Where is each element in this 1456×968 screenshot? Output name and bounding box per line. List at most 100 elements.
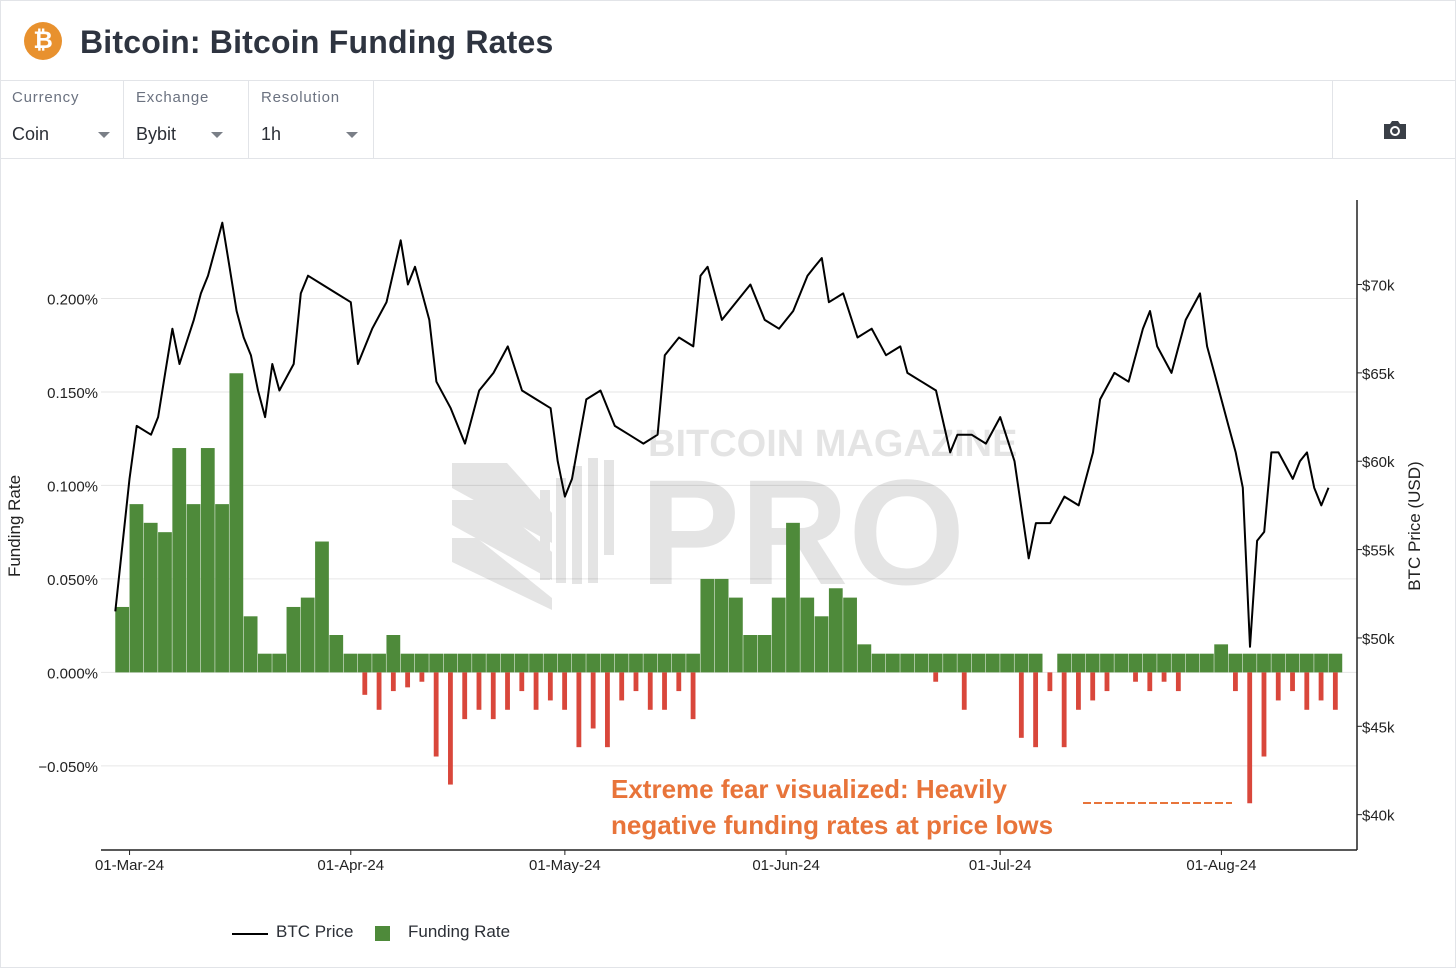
right-tick-label: $55k bbox=[1362, 543, 1395, 560]
bitcoin-logo-icon: ₿ bbox=[24, 22, 62, 60]
funding-bar-positive bbox=[1128, 653, 1143, 673]
x-tick-label: 01-Jul-24 bbox=[969, 857, 1032, 874]
funding-bar-negative bbox=[448, 672, 453, 785]
funding-bar-negative bbox=[376, 672, 382, 710]
funding-bar-positive bbox=[115, 606, 130, 673]
funding-bar-positive bbox=[486, 653, 501, 673]
resolution-value: 1h bbox=[261, 124, 282, 144]
funding-bar-negative bbox=[961, 672, 967, 710]
funding-bar-positive bbox=[1328, 653, 1343, 673]
left-tick-label: −0.050% bbox=[38, 759, 98, 776]
exchange-select[interactable]: Exchange Bybit bbox=[124, 80, 249, 158]
funding-bar-negative bbox=[490, 672, 496, 720]
funding-bar-positive bbox=[1299, 653, 1314, 673]
chevron-down-icon bbox=[98, 132, 110, 138]
funding-bar-negative bbox=[690, 672, 696, 720]
funding-bar-positive bbox=[843, 597, 857, 673]
funding-bar-positive bbox=[472, 653, 486, 673]
funding-bar-positive bbox=[457, 653, 472, 673]
x-axis-ticks: 01-Mar-24 01-Apr-24 01-May-24 01-Jun-24 01-J… bbox=[95, 850, 1256, 874]
camera-icon[interactable] bbox=[1382, 119, 1408, 141]
funding-bar-positive bbox=[258, 653, 272, 673]
currency-select[interactable]: Currency Coin bbox=[0, 80, 124, 158]
funding-bar-positive bbox=[985, 653, 1000, 673]
funding-bar-positive bbox=[786, 522, 800, 673]
funding-bar-positive bbox=[229, 373, 244, 673]
right-tick-label: $60k bbox=[1362, 454, 1395, 471]
funding-bar-negative bbox=[662, 672, 667, 710]
chevron-down-icon bbox=[211, 132, 223, 138]
funding-bar-positive bbox=[800, 597, 815, 673]
funding-bar-positive bbox=[143, 522, 158, 673]
funding-bar-negative bbox=[619, 672, 625, 701]
funding-bar-positive bbox=[814, 616, 829, 673]
left-tick-label: 0.000% bbox=[47, 665, 98, 682]
left-tick-label: 0.050% bbox=[47, 572, 98, 589]
funding-bar-negative bbox=[1233, 672, 1238, 692]
funding-bar-negative bbox=[519, 672, 525, 692]
legend-price-swatch[interactable] bbox=[232, 933, 268, 935]
funding-bar-positive bbox=[315, 541, 329, 673]
funding-bar-positive bbox=[557, 653, 572, 673]
funding-bar-positive bbox=[671, 653, 686, 673]
funding-bar-positive bbox=[243, 616, 258, 673]
funding-bar-positive bbox=[1100, 653, 1114, 673]
funding-bar-positive bbox=[757, 635, 772, 673]
watermark-line2: PRO bbox=[640, 448, 965, 616]
funding-bar-positive bbox=[600, 653, 615, 673]
funding-bar-negative bbox=[419, 672, 425, 682]
btc-price-line bbox=[114, 221, 1330, 648]
x-tick-label: 01-Aug-24 bbox=[1186, 857, 1256, 874]
chevron-down-icon bbox=[346, 132, 358, 138]
funding-bar-positive bbox=[900, 653, 915, 673]
funding-bar-positive bbox=[714, 578, 729, 673]
left-tick-label: 0.150% bbox=[47, 385, 98, 402]
funding-bar-negative bbox=[1275, 672, 1281, 701]
funding-bar-positive bbox=[914, 653, 929, 673]
funding-bar-positive bbox=[1000, 653, 1014, 673]
funding-bar-positive bbox=[857, 644, 872, 673]
right-tick-label: $40k bbox=[1362, 808, 1395, 825]
funding-bar-negative bbox=[1104, 672, 1110, 692]
funding-bar-negative bbox=[1261, 672, 1267, 757]
right-axis-label: BTC Price (USD) bbox=[1405, 461, 1424, 590]
currency-value: Coin bbox=[12, 124, 50, 144]
legend-price-label[interactable]: BTC Price bbox=[276, 922, 354, 941]
funding-bar-positive bbox=[1214, 644, 1229, 673]
funding-bar-positive bbox=[729, 597, 743, 673]
funding-rate-chart: BITCOIN MAGAZINE PRO 0.200%0.150%0.100%0… bbox=[5, 200, 1424, 874]
funding-bar-negative bbox=[633, 672, 639, 692]
left-axis-ticks: 0.200% 0.150% 0.100% 0.050% 0.000% −0.050% bbox=[38, 291, 98, 775]
legend-funding-label[interactable]: Funding Rate bbox=[408, 922, 511, 941]
x-tick-label: 01-Apr-24 bbox=[317, 857, 384, 874]
funding-bar-positive bbox=[400, 653, 415, 673]
funding-bar-positive bbox=[928, 653, 943, 673]
funding-bar-positive bbox=[1171, 653, 1186, 673]
resolution-select[interactable]: Resolution 1h bbox=[249, 80, 374, 158]
x-tick-label: 01-Jun-24 bbox=[752, 857, 820, 874]
legend-funding-swatch[interactable] bbox=[375, 926, 390, 941]
funding-bar-negative bbox=[576, 672, 582, 748]
funding-bar-negative bbox=[1247, 672, 1253, 804]
right-tick-label: $70k bbox=[1362, 278, 1395, 295]
x-tick-label: 01-May-24 bbox=[529, 857, 601, 874]
funding-bar-positive bbox=[1071, 653, 1086, 673]
toolbar-right bbox=[1332, 80, 1456, 158]
axes bbox=[101, 200, 1358, 851]
funding-bar-positive bbox=[657, 653, 672, 673]
funding-bar-positive bbox=[700, 578, 715, 673]
funding-bar-positive bbox=[1228, 653, 1243, 673]
exchange-label: Exchange bbox=[136, 89, 210, 106]
funding-bar-positive bbox=[1142, 653, 1157, 673]
funding-bar-negative bbox=[676, 672, 682, 692]
funding-bar-negative bbox=[1047, 672, 1053, 692]
funding-bar-positive bbox=[971, 653, 986, 673]
funding-bar-negative bbox=[1018, 672, 1024, 738]
funding-bar-negative bbox=[405, 672, 411, 688]
funding-bar-negative bbox=[1061, 672, 1067, 748]
right-axis-ticks: $70k $65k $60k $55k $50k $45k $40k bbox=[1357, 278, 1395, 825]
watermark-line1: BITCOIN MAGAZINE bbox=[648, 423, 1017, 465]
funding-bar-positive bbox=[957, 653, 972, 673]
funding-bar-positive bbox=[1271, 653, 1286, 673]
currency-label: Currency bbox=[12, 89, 80, 106]
